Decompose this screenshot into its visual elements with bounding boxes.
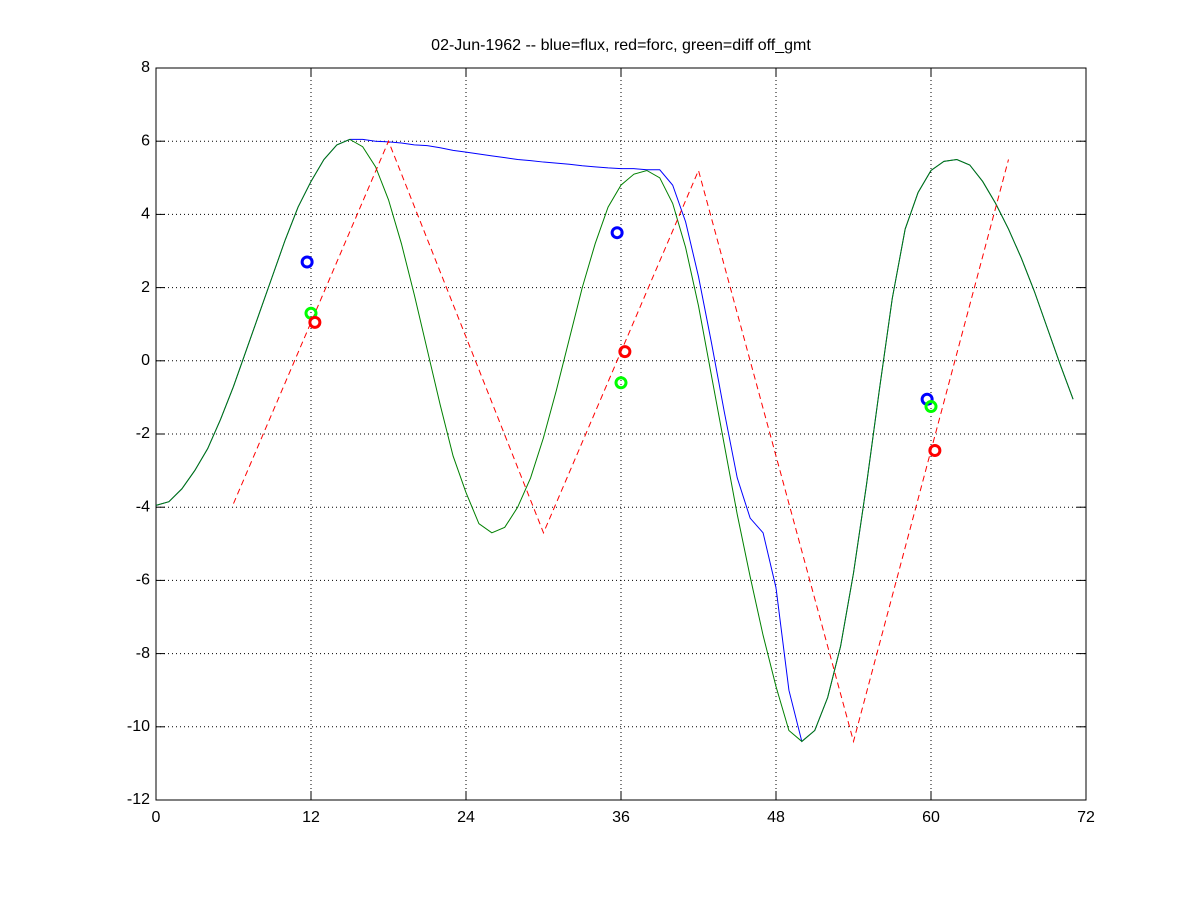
- x-tick-label: 36: [612, 809, 630, 826]
- y-tick-label: -10: [127, 718, 150, 735]
- marker: [614, 376, 628, 390]
- marker: [618, 345, 632, 359]
- y-tick-label: 0: [141, 352, 150, 369]
- x-tick-label: 24: [457, 809, 475, 826]
- marker: [928, 443, 942, 457]
- x-tick-label: 12: [302, 809, 320, 826]
- x-tick-label: 72: [1077, 809, 1095, 826]
- y-tick-label: -12: [127, 791, 150, 808]
- marker: [610, 226, 624, 240]
- y-tick-label: -2: [136, 425, 150, 442]
- x-tick-label: 0: [152, 809, 161, 826]
- marker: [924, 400, 938, 414]
- y-tick-label: 4: [141, 206, 150, 223]
- x-tick-label: 48: [767, 809, 785, 826]
- y-tick-label: -4: [136, 498, 150, 515]
- series-line: [155, 138, 1074, 743]
- marker: [300, 255, 314, 269]
- y-tick-label: 8: [141, 59, 150, 76]
- y-tick-label: 2: [141, 279, 150, 296]
- x-tick-label: 60: [922, 809, 940, 826]
- chart-title: 02-Jun-1962 -- blue=flux, red=forc, gree…: [431, 37, 811, 54]
- y-tick-label: -6: [136, 572, 150, 589]
- marker: [308, 315, 322, 329]
- axes-box: [155, 67, 1087, 801]
- y-tick-label: 6: [141, 132, 150, 149]
- y-tick-label: -8: [136, 645, 150, 662]
